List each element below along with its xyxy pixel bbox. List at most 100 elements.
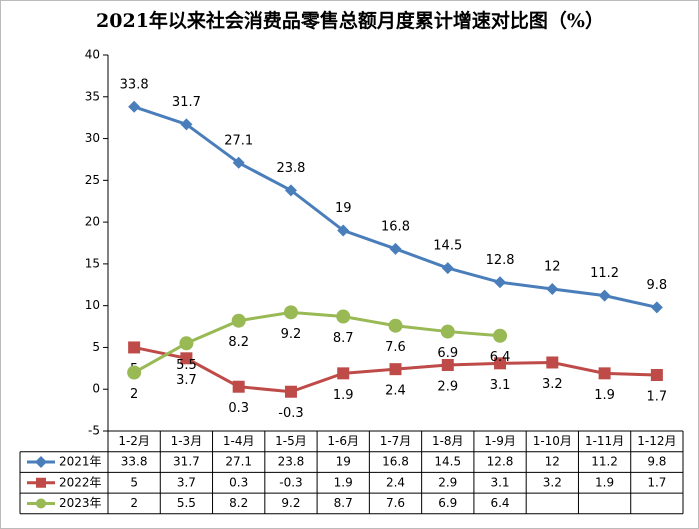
table-value: -0.3 [279,475,302,489]
marker [389,242,402,255]
table-value: 5.5 [177,496,196,510]
y-tick-label: 15 [85,256,100,270]
table-value: 12.8 [487,455,514,469]
y-tick-label: 35 [85,89,100,103]
table-value: 1.9 [595,475,614,489]
marker [127,365,142,380]
table-value: 2.9 [438,475,457,489]
table-value: 33.8 [121,455,148,469]
data-label: 0.3 [228,401,249,416]
data-label: 12 [544,259,561,274]
table-value: 16.8 [382,455,409,469]
marker [128,341,141,354]
marker [389,363,402,376]
legend-label: 2023年 [59,496,102,510]
data-label: 9.2 [281,327,302,342]
marker [284,184,297,197]
table-value: 3.7 [177,475,196,489]
x-tick-label: 1-3月 [171,434,203,448]
marker [232,380,245,393]
marker [336,309,351,324]
table-value: 0.3 [229,475,248,489]
marker [180,352,193,365]
marker [283,305,298,320]
table-value: 1.9 [334,475,353,489]
marker [650,369,663,382]
legend-marker [36,498,46,509]
table-value: 19 [336,455,351,469]
x-tick-label: 1-5月 [275,434,307,448]
y-tick-label: 25 [85,173,100,187]
marker [598,367,611,380]
table-value: 8.7 [334,496,353,510]
marker [493,328,508,343]
data-label: 3.7 [176,373,197,388]
table-value: 27.1 [225,455,252,469]
data-label: 2 [130,387,138,402]
table-value: 14.5 [434,455,461,469]
data-label: 3.1 [490,378,511,393]
y-tick-label: -5 [88,424,100,438]
table-value: 9.8 [647,455,666,469]
series-line [133,310,501,374]
data-label: 23.8 [276,161,305,176]
table-value: 5 [130,475,138,489]
data-label: 2.9 [437,379,458,394]
marker [494,357,507,370]
data-label: 6.9 [437,346,458,361]
data-label: -0.3 [278,406,303,421]
y-tick-label: 40 [85,48,100,62]
table-value: 2.4 [386,475,405,489]
marker [650,301,663,314]
y-tick-label: 0 [92,382,100,396]
x-tick-label: 1-2月 [118,434,150,448]
marker [180,118,193,131]
data-label: 8.7 [333,331,354,346]
table-value: 6.9 [438,496,457,510]
marker [337,224,350,237]
data-label: 31.7 [172,95,201,110]
marker [546,356,559,369]
data-label: 33.8 [120,77,149,92]
data-label: 11.2 [590,266,619,281]
data-label: 7.6 [385,340,406,355]
data-label: 9.8 [647,278,668,293]
marker [179,336,194,351]
legend-marker [36,477,46,488]
data-label: 6.4 [490,350,511,365]
data-label: 3.2 [542,377,563,392]
y-tick-label: 5 [92,340,100,354]
table-value: 12 [545,455,560,469]
legend-label: 2022年 [59,475,102,489]
marker [128,100,141,113]
marker [231,313,246,328]
table-value: 2 [130,496,138,510]
legend-marker [35,456,47,469]
table-value: 3.1 [490,475,509,489]
y-tick-label: 30 [85,131,100,145]
x-tick-label: 1-12月 [637,434,676,448]
table-value: 31.7 [173,455,200,469]
marker [388,318,403,333]
data-label: 19 [335,201,352,216]
y-tick-label: 20 [85,215,100,229]
table-value: 9.2 [281,496,300,510]
data-label: 16.8 [381,219,410,234]
data-label: 14.5 [433,239,462,254]
marker [440,324,455,339]
data-label: 8.2 [228,335,249,350]
table-value: 7.6 [386,496,405,510]
x-tick-label: 1-4月 [223,434,255,448]
x-tick-label: 1-6月 [327,434,359,448]
table-value: 23.8 [278,455,305,469]
x-tick-label: 1-10月 [533,434,572,448]
data-label: 5.5 [176,358,197,373]
marker [494,276,507,289]
marker [441,262,454,275]
x-tick-label: 1-8月 [432,434,464,448]
table-value: 8.2 [229,496,248,510]
marker [232,156,245,169]
y-tick-label: 10 [85,298,100,312]
